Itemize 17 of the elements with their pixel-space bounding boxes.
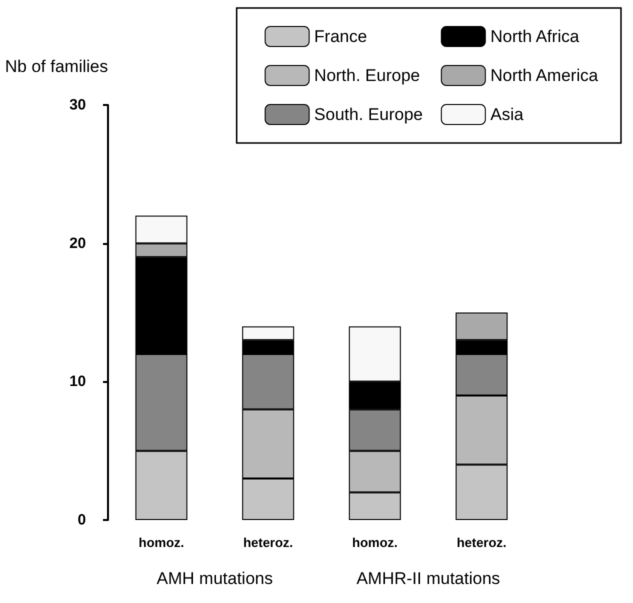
- x-tick-label: homoz.: [138, 535, 184, 550]
- x-tick-label: heteroz.: [456, 535, 507, 550]
- legend-label: North Africa: [490, 27, 580, 46]
- legend-label: Asia: [490, 105, 524, 124]
- legend-label: South. Europe: [314, 105, 423, 124]
- y-tick-label: 20: [69, 234, 86, 252]
- y-axis-title: Nb of families: [5, 57, 108, 76]
- text: AMHR-II mutations: [356, 569, 500, 588]
- text: AMH mutations: [156, 569, 273, 588]
- x-tick-label: homoz.: [352, 535, 398, 550]
- y-tick-label: 0: [78, 512, 86, 528]
- y-tick-label: 30: [69, 96, 86, 114]
- legend-label: France: [314, 27, 368, 46]
- legend-label: North. Europe: [314, 66, 420, 85]
- y-tick-label: 10: [69, 373, 86, 390]
- legend-label: North America: [490, 66, 599, 85]
- x-tick-label: heteroz.: [243, 535, 294, 550]
